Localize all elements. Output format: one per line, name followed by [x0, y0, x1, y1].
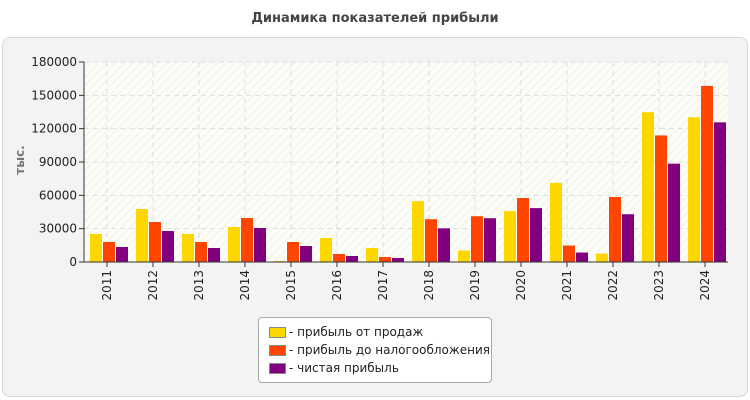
x-tick-label: 2016: [330, 270, 344, 301]
x-tick-label: 2015: [284, 270, 298, 301]
y-tick-label: 180000: [31, 55, 77, 69]
bar-2015-series-1: [287, 242, 299, 262]
bar-2019-series-2: [484, 218, 496, 262]
bar-2019-series-0: [458, 250, 470, 262]
bar-2013-series-0: [182, 234, 194, 262]
x-tick-label: 2018: [422, 270, 436, 301]
bar-2016-series-1: [333, 254, 345, 262]
y-tick-label: 90000: [39, 155, 77, 169]
legend-item-net-profit: - чистая прибыль: [269, 361, 399, 375]
bar-2016-series-0: [320, 238, 332, 262]
x-tick-label: 2014: [238, 270, 252, 301]
bar-2017-series-2: [392, 258, 404, 262]
bar-2011-series-2: [116, 247, 128, 262]
x-tick-label: 2011: [100, 270, 114, 301]
legend-label: - чистая прибыль: [289, 361, 399, 375]
y-tick-label: 30000: [39, 222, 77, 236]
bar-2012-series-1: [149, 222, 161, 262]
bar-2018-series-0: [412, 201, 424, 262]
chart-title: Динамика показателей прибыли: [251, 11, 499, 26]
bar-2020-series-2: [530, 208, 542, 262]
bar-2021-series-1: [563, 245, 575, 262]
legend: - прибыль от продаж - прибыль до налогоо…: [258, 317, 492, 383]
bar-2011-series-0: [90, 234, 102, 262]
legend-swatch: [269, 326, 286, 338]
bar-2015-series-2: [300, 246, 312, 262]
legend-item-sales-profit: - прибыль от продаж: [269, 325, 423, 339]
bar-2018-series-1: [425, 219, 437, 262]
bar-2023-series-0: [642, 112, 654, 262]
y-tick-label: 0: [69, 255, 77, 269]
y-tick-label: 150000: [31, 88, 77, 102]
bar-2023-series-2: [668, 163, 680, 262]
legend-swatch: [269, 362, 286, 374]
bar-2013-series-2: [208, 248, 220, 262]
bar-2019-series-1: [471, 216, 483, 262]
x-tick-label: 2012: [146, 270, 160, 301]
bar-2012-series-2: [162, 231, 174, 262]
bar-2017-series-0: [366, 248, 378, 262]
bar-2024-series-2: [714, 122, 726, 262]
bar-2021-series-2: [576, 252, 588, 262]
bar-2022-series-0: [596, 253, 608, 262]
bar-2017-series-1: [379, 257, 391, 262]
bar-2013-series-1: [195, 242, 207, 262]
legend-label: - прибыль до налогообложения: [289, 343, 490, 357]
bar-2016-series-2: [346, 256, 358, 262]
x-tick-label: 2022: [606, 270, 620, 301]
bar-2018-series-2: [438, 228, 450, 262]
x-tick-label: 2013: [192, 270, 206, 301]
x-tick-label: 2024: [698, 270, 712, 301]
x-tick-label: 2017: [376, 270, 390, 301]
bar-2024-series-0: [688, 117, 700, 262]
legend-swatch: [269, 344, 286, 356]
bar-2014-series-2: [254, 228, 266, 262]
y-tick-label: 60000: [39, 188, 77, 202]
bar-2014-series-1: [241, 218, 253, 262]
bar-2022-series-1: [609, 197, 621, 262]
bar-2021-series-0: [550, 182, 562, 262]
bar-2023-series-1: [655, 135, 667, 262]
bar-2024-series-1: [701, 85, 713, 262]
x-tick-label: 2021: [560, 270, 574, 301]
bar-2014-series-0: [228, 227, 240, 262]
legend-label: - прибыль от продаж: [289, 325, 424, 339]
legend-item-pretax-profit: - прибыль до налогообложения: [269, 343, 490, 357]
bar-2020-series-0: [504, 211, 516, 262]
bar-2011-series-1: [103, 242, 115, 262]
bar-2020-series-1: [517, 198, 529, 262]
y-tick-label: 120000: [31, 122, 77, 136]
x-tick-label: 2023: [652, 270, 666, 301]
bar-2012-series-0: [136, 209, 148, 262]
x-tick-label: 2020: [514, 270, 528, 301]
y-axis-label: тыс.: [13, 145, 27, 174]
bar-2022-series-2: [622, 214, 634, 262]
x-tick-label: 2019: [468, 270, 482, 301]
